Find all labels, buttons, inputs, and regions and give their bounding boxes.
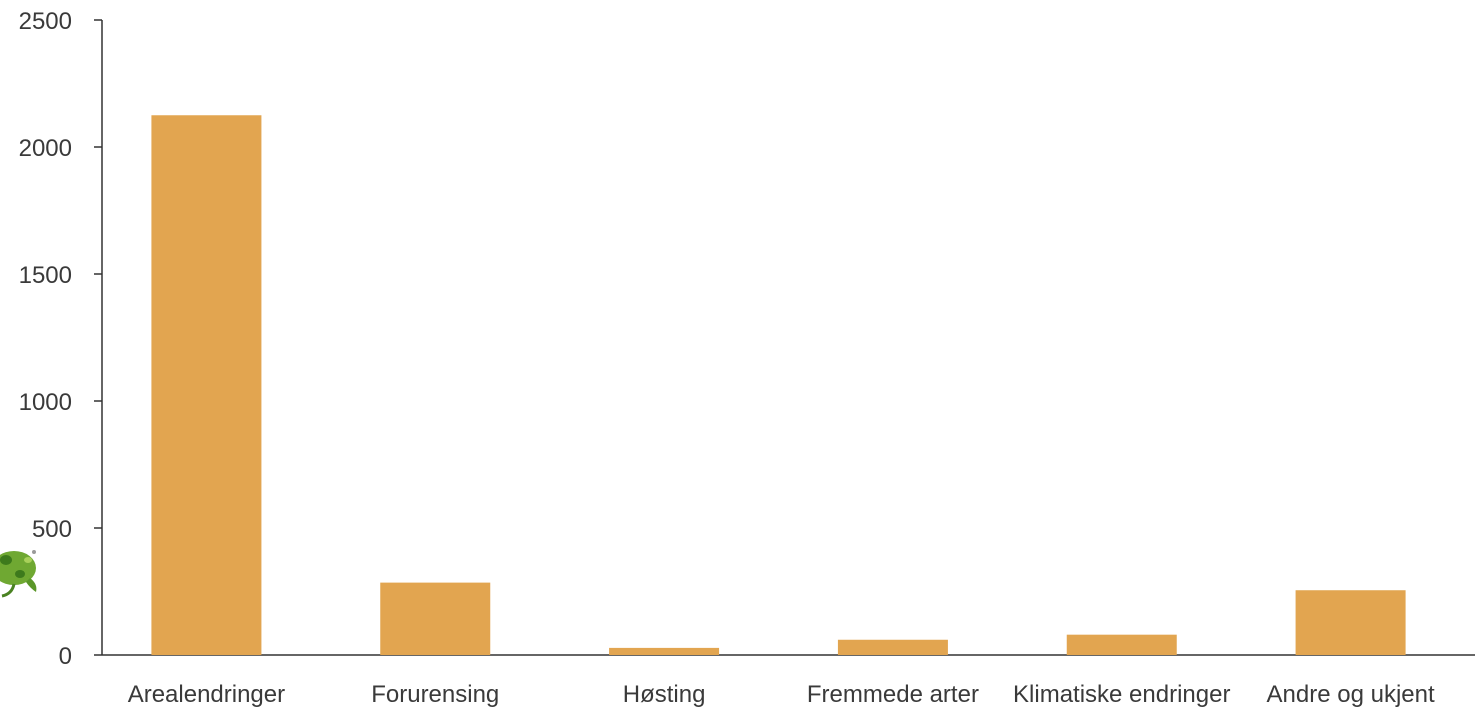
y-tick-label: 1500 <box>19 262 72 289</box>
bar <box>380 582 491 655</box>
y-tick-label: 0 <box>59 643 72 670</box>
x-category-label: Andre og ukjent <box>1267 681 1435 708</box>
x-category-label: Arealendringer <box>128 681 285 708</box>
x-category-label: Forurensing <box>371 681 499 708</box>
bar <box>1295 590 1406 655</box>
axes <box>94 19 1475 656</box>
bars <box>151 115 1406 655</box>
labels: 0 500 1000 1500 2000 2500 Arealendringer Forure… <box>19 8 1435 708</box>
y-tick-label: 2500 <box>19 8 72 35</box>
bar <box>1066 634 1177 655</box>
bar <box>837 639 948 655</box>
bar <box>151 115 262 655</box>
x-category-label: Høsting <box>623 681 706 708</box>
y-tick-label: 1000 <box>19 389 72 416</box>
y-tick-label: 2000 <box>19 135 72 162</box>
x-category-label: Klimatiske endringer <box>1013 681 1230 708</box>
x-category-label: Fremmede arter <box>807 681 979 708</box>
bar <box>609 647 720 655</box>
green-frog-icon <box>0 550 37 598</box>
y-tick-label: 500 <box>32 516 72 543</box>
